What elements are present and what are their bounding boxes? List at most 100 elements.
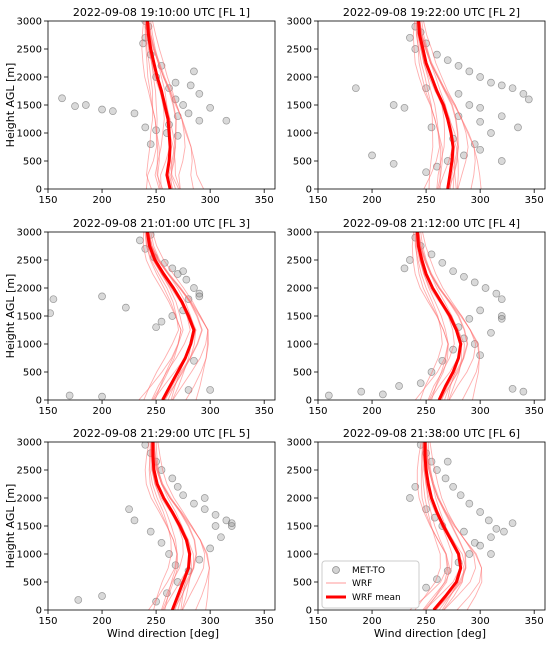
met-to-point [427,250,436,259]
met-to-point [454,61,463,70]
y-tick-label: 500 [23,368,42,379]
met-to-point [141,123,150,132]
y-tick-label: 500 [293,368,312,379]
panel-title: 2022-09-08 21:38:00 UTC [FL 6] [343,427,520,440]
y-tick-label: 500 [293,157,312,168]
x-tick-label: 300 [471,195,490,206]
met-to-point [157,317,166,326]
wrf-mean-line [151,442,192,610]
met-to-point [227,519,236,528]
x-tick-label: 150 [38,195,57,206]
met-to-point [427,123,436,132]
wrf-member-line [416,21,443,189]
y-tick-label: 2000 [17,494,42,505]
met-to-point [476,103,484,112]
met-to-point [146,140,155,149]
met-to-point [130,109,139,118]
x-tick-label: 350 [525,195,544,206]
met-to-point [206,386,214,394]
y-tick-label: 1500 [287,312,312,323]
met-to-point [195,292,204,301]
wrf-member-line [423,21,482,189]
y-axis-label: Height AGL [m] [4,63,17,148]
x-tick-label: 200 [93,616,112,627]
y-tick-label: 0 [36,396,42,407]
met-to-point [222,116,231,125]
x-tick-label: 300 [201,406,220,417]
met-to-point [465,499,474,508]
y-tick-label: 3000 [17,228,42,239]
met-to-point [157,538,166,547]
wrf-member-line [150,232,209,400]
met-to-point [136,236,144,245]
met-to-point [173,482,182,491]
wrf-member-line [143,232,179,400]
met-to-point [190,284,198,292]
met-to-point [476,117,484,126]
wrf-member-line [148,442,178,610]
met-to-point [368,151,376,160]
x-tick-label: 250 [417,406,436,417]
met-to-point [492,289,501,298]
met-to-point [460,527,468,536]
met-to-point [508,519,517,528]
met-to-point [184,386,193,394]
met-to-point [465,314,474,323]
wrf-member-line [427,442,483,610]
met-to-point [476,351,484,360]
met-to-point [454,89,463,98]
x-tick-label: 250 [417,616,436,627]
met-to-point [200,505,209,514]
met-to-point [206,103,214,112]
met-to-point [406,494,414,502]
wrf-member-line [155,442,210,610]
met-to-point [195,289,204,298]
met-to-point [449,267,457,276]
met-to-point [389,101,398,109]
met-to-point [492,524,501,533]
met-to-point [514,123,522,132]
met-to-point [190,67,198,76]
y-tick-label: 1500 [287,101,312,112]
wrf-mean-line [415,232,463,400]
met-to-point [460,272,468,281]
wrf-member-line [157,442,210,610]
met-to-point [422,168,430,177]
met-to-point [217,533,225,542]
y-tick-label: 1000 [287,129,312,140]
y-tick-label: 1000 [17,129,42,140]
wrf-member-line [425,442,467,610]
x-tick-label: 150 [308,195,327,206]
met-to-point [465,101,474,109]
met-to-point [98,292,106,301]
met-to-point [195,555,204,564]
met-to-point [497,295,506,304]
wrf-member-line [417,232,469,400]
met-to-point [497,312,506,320]
wrf-mean-line [145,232,196,400]
y-tick-label: 1000 [287,550,312,561]
x-tick-label: 200 [363,406,382,417]
y-tick-label: 0 [306,185,312,196]
y-tick-label: 3000 [17,17,42,28]
met-to-point [65,391,74,400]
wrf-member-line [419,21,459,189]
met-to-point [476,306,484,315]
met-to-point [500,527,508,536]
panel-3: 2022-09-08 21:01:00 UTC [FL 3] 150 200 250 3… [4,217,276,417]
plot-frame [47,231,276,401]
met-to-point [470,538,479,547]
wrf-member-line [420,232,480,400]
wrf-member-line [420,442,451,610]
plot-area [324,232,528,400]
y-axis-label: Height AGL [m] [4,484,17,569]
met-to-point [443,457,452,466]
panel-title: 2022-09-08 19:22:00 UTC [FL 2] [343,6,520,19]
y-tick-label: 2000 [17,73,42,84]
wrf-member-line [147,232,203,400]
met-to-point [168,474,177,483]
met-to-point [481,284,490,292]
panel-title: 2022-09-08 21:12:00 UTC [FL 4] [343,217,520,230]
met-to-point [195,116,204,125]
